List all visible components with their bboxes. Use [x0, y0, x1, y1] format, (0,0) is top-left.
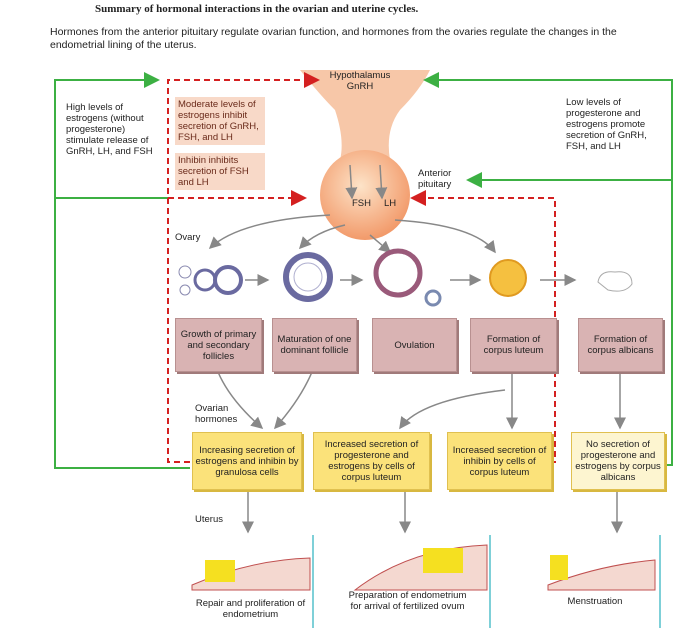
intro: Hormones from the anterior pituitary reg…: [50, 26, 617, 51]
uterus-dividers: [312, 535, 661, 628]
gnrh-label: GnRH: [346, 81, 374, 92]
left-feedback: High levels of estrogens (without proges…: [66, 102, 153, 157]
ovary-label: Ovary: [175, 232, 201, 243]
stimulatory-feedback: [54, 72, 673, 469]
inhibitory-note: Moderate levels of estrogens inhibit sec…: [175, 97, 265, 145]
stage-box: Formation of corpus luteum: [470, 318, 557, 372]
uterus-phase: Menstruation: [567, 596, 623, 607]
pituitary-label: Anterior pituitary: [418, 168, 452, 190]
stage-box: Growth of primary and secondary follicle…: [175, 318, 262, 372]
flow-arrows: [208, 164, 626, 534]
uterus-label: Uterus: [195, 514, 223, 525]
stage-box: Formation of corpus albicans: [578, 318, 663, 372]
hormone-box: Increased secretion of progesterone and …: [313, 432, 430, 490]
title: Summary of hormonal interactions in the …: [95, 3, 419, 15]
hormone-box: Increasing secretion of estrogens and in…: [192, 432, 302, 490]
lh-label: LH: [384, 198, 397, 209]
hormone-box: No secretion of progesterone and estroge…: [571, 432, 665, 490]
ovarian-hormones-label: Ovarian hormones: [195, 403, 238, 425]
stage-box: Maturation of one dominant follicle: [272, 318, 357, 372]
pituitary: [320, 150, 410, 240]
stage-box: Ovulation: [372, 318, 457, 372]
uterus-phase: Repair and proliferation of endometrium: [195, 598, 306, 620]
uterus-phase: Preparation of endometrium for arrival o…: [348, 590, 467, 612]
hypothalamus: [300, 70, 430, 160]
fsh-label: FSH: [352, 198, 371, 209]
hypothalamus-label: Hypothalamus: [329, 70, 391, 81]
inhibitory-note: Inhibin inhibits secretion of FSH and LH: [175, 153, 265, 190]
follicles: [178, 248, 633, 307]
endometrium: [191, 544, 656, 591]
right-feedback: Low levels of progesterone and estrogens…: [566, 97, 647, 152]
hormone-box: Increased secretion of inhibin by cells …: [447, 432, 552, 490]
